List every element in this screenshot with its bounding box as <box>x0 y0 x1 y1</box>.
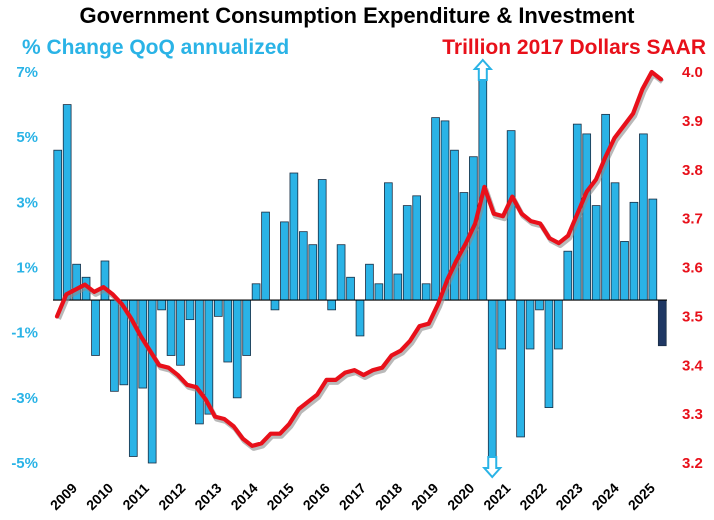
x-tick-label: 2010 <box>83 480 116 513</box>
x-tick-label: 2021 <box>480 480 513 513</box>
bar <box>384 182 393 301</box>
right-tick-label: 3.9 <box>682 113 703 130</box>
bar <box>601 113 610 301</box>
bar <box>516 299 525 438</box>
left-tick-label: -1% <box>11 325 38 342</box>
up-arrow-icon <box>472 58 494 81</box>
bar <box>591 205 601 301</box>
down-arrow-icon <box>482 456 503 479</box>
bar <box>270 299 280 311</box>
bar <box>232 299 242 399</box>
x-tick-label: 2015 <box>263 480 296 513</box>
bar <box>195 299 204 425</box>
right-tick-label: 4.0 <box>682 64 703 81</box>
x-tick-label: 2012 <box>155 480 188 513</box>
bar <box>147 299 157 464</box>
bar <box>374 283 384 301</box>
bar <box>582 133 592 301</box>
right-tick-label: 3.6 <box>682 260 703 277</box>
x-tick-label: 2011 <box>119 480 152 513</box>
bar <box>289 172 299 301</box>
bar <box>610 182 620 301</box>
chart-title: Government Consumption Expenditure & Inv… <box>79 3 635 28</box>
right-tick-label: 3.7 <box>682 211 703 228</box>
bar <box>431 117 440 301</box>
left-axis-label: % Change QoQ annualized <box>22 36 290 59</box>
x-tick-label: 2009 <box>47 480 80 513</box>
left-tick-label: 3% <box>16 194 38 211</box>
x-tick-label: 2023 <box>552 480 585 513</box>
bar <box>355 299 365 337</box>
bar <box>280 221 289 301</box>
bar <box>185 299 195 321</box>
bar <box>544 299 554 408</box>
bar <box>639 133 648 301</box>
right-tick-label: 3.5 <box>682 308 703 325</box>
bar <box>393 273 403 301</box>
bar <box>620 241 629 301</box>
bar <box>166 299 176 356</box>
bar <box>176 299 185 366</box>
bar <box>648 198 658 301</box>
bar <box>412 195 421 301</box>
bar <box>402 205 412 301</box>
overflow-arrows <box>472 58 503 479</box>
x-tick-label: 2018 <box>372 480 405 513</box>
right-tick-label: 3.3 <box>682 406 703 423</box>
right-tick-label: 3.4 <box>682 357 704 374</box>
bar <box>440 120 450 301</box>
x-tick-label: 2019 <box>408 480 441 513</box>
right-axis-ticks: 4.0 3.9 3.8 3.7 3.6 3.5 3.4 3.3 3.2 <box>682 64 704 472</box>
bar <box>298 231 308 301</box>
bar <box>308 244 318 301</box>
bar <box>336 244 346 301</box>
bar <box>365 263 374 301</box>
bar-series <box>53 71 667 464</box>
line-series <box>54 69 664 448</box>
bar <box>317 179 327 301</box>
bar <box>327 299 336 311</box>
left-tick-label: 7% <box>16 64 38 81</box>
bar-latest <box>657 299 667 347</box>
bar <box>535 299 544 311</box>
bar <box>421 283 431 301</box>
x-tick-label: 2020 <box>444 480 477 513</box>
x-tick-label: 2024 <box>589 480 622 513</box>
bar <box>242 299 251 356</box>
bar <box>53 149 63 301</box>
x-axis-ticks: 2009 2010 2011 2012 2013 2014 2015 2016 2017 2018… <box>47 480 658 513</box>
right-tick-label: 3.2 <box>682 455 703 472</box>
bar <box>251 283 261 301</box>
x-tick-label: 2014 <box>227 480 260 513</box>
left-axis-ticks: 7% 5% 3% 1% -1% -3% -5% <box>11 64 38 472</box>
bar <box>563 250 573 301</box>
right-axis-label: Trillion 2017 Dollars SAAR <box>442 36 706 59</box>
line-path <box>54 69 664 448</box>
left-tick-label: -5% <box>11 455 38 472</box>
bar <box>91 299 100 356</box>
right-tick-label: 3.8 <box>682 162 703 179</box>
x-tick-label: 2013 <box>191 480 224 513</box>
bar <box>223 299 233 363</box>
bar <box>261 211 270 301</box>
bar <box>554 299 563 350</box>
bar <box>110 299 119 392</box>
bar <box>346 276 355 301</box>
bar <box>213 299 223 317</box>
x-tick-label: 2022 <box>516 480 549 513</box>
left-tick-label: 5% <box>16 129 38 146</box>
bar <box>525 299 535 350</box>
left-tick-label: 1% <box>16 260 38 277</box>
bar <box>629 201 639 301</box>
left-tick-label: -3% <box>11 390 38 407</box>
bar <box>487 299 497 457</box>
x-tick-label: 2016 <box>300 480 333 513</box>
x-tick-label: 2017 <box>336 480 369 513</box>
bar <box>157 299 166 311</box>
bar <box>497 299 507 350</box>
x-tick-label: 2025 <box>625 480 658 513</box>
bar <box>62 104 72 301</box>
